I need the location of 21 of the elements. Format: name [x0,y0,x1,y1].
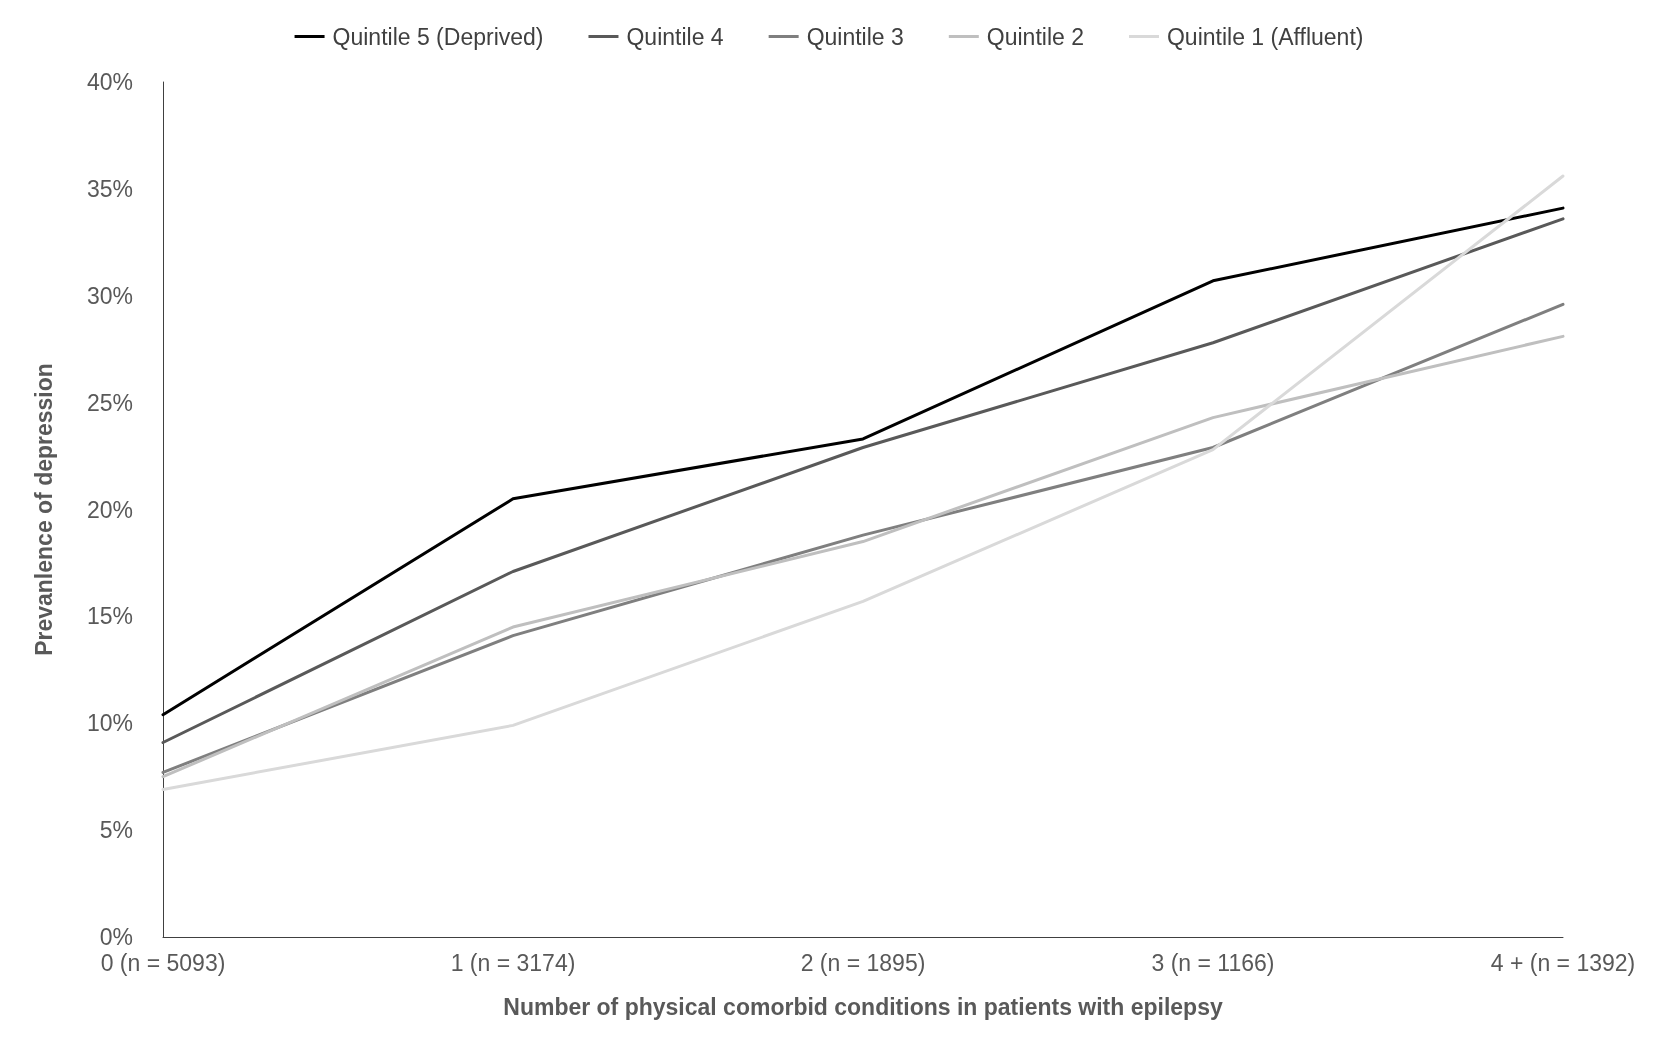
x-tick-label: 4 + (n = 1392) [1490,949,1636,976]
x-tick-label: 2 (n = 1895) [800,949,926,976]
x-tick-label: 1 (n = 3174) [450,949,576,976]
legend-label: Quintile 5 (Deprived) [332,23,544,50]
legend-label: Quintile 2 [986,23,1084,50]
legend-label: Quintile 3 [806,23,904,50]
legend-label: Quintile 4 [626,23,724,50]
x-axis-title: Number of physical comorbid conditions in patients with epilepsy [503,993,1223,1020]
x-tick-label: 3 (n = 1166) [1151,949,1275,976]
x-tick-label: 0 (n = 5093) [100,949,226,976]
y-tick-label: 0% [99,924,133,950]
y-axis-title: Prevanlence of depression [30,363,57,656]
y-tick-label: 30% [86,282,133,309]
y-tick-label: 5% [99,817,133,844]
y-tick-label: 25% [86,389,133,416]
y-tick-label: 15% [86,603,133,630]
y-tick-label: 10% [86,710,133,737]
y-tick-label: 35% [86,175,133,202]
y-tick-label: 20% [86,496,133,523]
y-tick-label: 40% [86,69,133,95]
legend-label: Quintile 1 (Affluent) [1166,23,1364,50]
